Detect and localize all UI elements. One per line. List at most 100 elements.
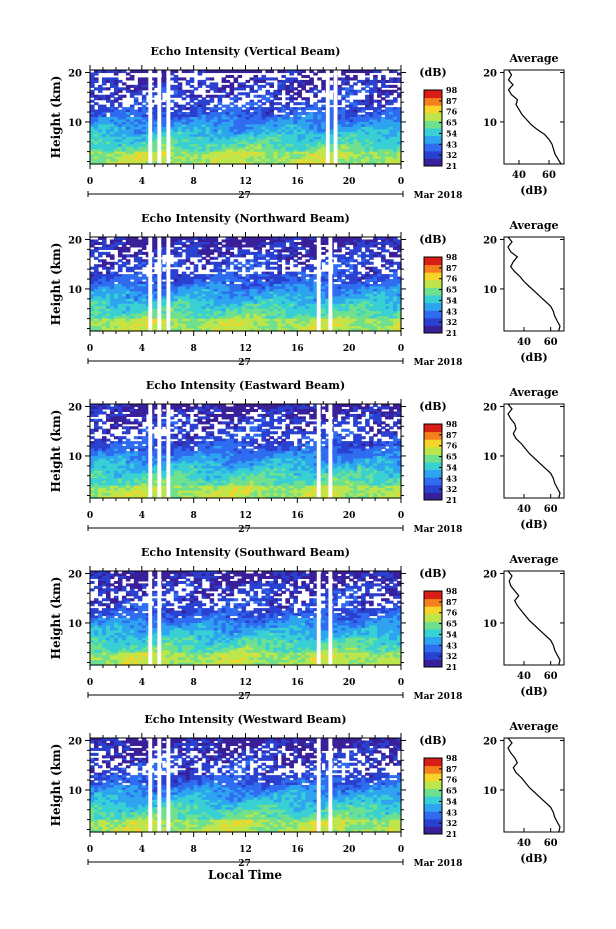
heatmap-cell (261, 303, 267, 307)
heatmap-cell (229, 126, 235, 130)
heatmap-cell (117, 149, 123, 153)
heatmap-cell (189, 254, 195, 258)
heatmap-cell (341, 286, 346, 290)
heatmap-cell (233, 316, 239, 320)
heatmap-cell (197, 296, 203, 300)
heatmap-cell (393, 107, 398, 111)
heatmap-cell (121, 156, 127, 160)
heatmap-cell (233, 131, 239, 135)
heatmap-cell (217, 274, 223, 278)
heatmap-cell (161, 249, 167, 253)
heatmap-cell (337, 89, 342, 93)
heatmap-cell (389, 154, 394, 158)
heatmap-cell (293, 293, 298, 297)
heatmap-cell (229, 102, 235, 106)
heatmap-cell (365, 249, 370, 253)
heatmap-cell (145, 156, 151, 160)
heatmap-cell (377, 251, 382, 255)
heatmap-cell (133, 129, 139, 133)
heatmap-cell (349, 264, 354, 268)
heatmap-cell (209, 126, 215, 130)
heatmap-cell (101, 141, 107, 145)
heatmap-cell (249, 104, 255, 108)
heatmap-cell (161, 109, 167, 113)
heatmap-cell (101, 77, 107, 81)
heatmap-cell (209, 301, 215, 305)
heatmap-cell (109, 313, 115, 317)
heatmap-cell (145, 318, 151, 322)
heatmap-cell (329, 129, 334, 133)
heatmap-cell (197, 141, 203, 145)
heatmap-cell (293, 288, 298, 293)
heatmap-cell (233, 286, 239, 290)
heatmap-cell (273, 237, 278, 241)
heatmap-cell (101, 279, 107, 283)
heatmap-cell (93, 124, 99, 128)
heatmap-cell (229, 284, 235, 288)
heatmap-cell (109, 151, 115, 155)
heatmap-cell (325, 291, 330, 295)
heatmap-cell (273, 288, 278, 293)
heatmap-cell (397, 154, 402, 158)
heatmap-cell (129, 316, 135, 320)
heatmap-cell (337, 146, 342, 150)
heatmap-cell (253, 254, 259, 258)
heatmap-cell (225, 249, 231, 253)
heatmap-cell (189, 124, 195, 128)
heatmap-cell (385, 274, 390, 278)
heatmap-cell (365, 84, 370, 88)
heatmap-cell (237, 82, 243, 86)
heatmap-cell (90, 84, 95, 88)
heatmap-cell (145, 131, 151, 135)
heatmap-cell (109, 141, 115, 145)
heatmap-cell (137, 82, 143, 86)
heatmap-cell (273, 306, 278, 310)
heatmap-cell (225, 149, 231, 153)
heatmap-cell (261, 94, 267, 98)
heatmap-cell (129, 286, 135, 290)
heatmap-cell (97, 311, 103, 315)
heatmap-cell (181, 308, 187, 312)
heatmap-cell (349, 77, 354, 81)
heatmap-cell (353, 264, 358, 268)
heatmap-cell (249, 141, 255, 145)
heatmap-cell (273, 244, 278, 248)
heatmap-cell (97, 87, 103, 91)
heatmap-cell (129, 77, 135, 81)
heatmap-cell (225, 261, 231, 265)
heatmap-cell (377, 89, 382, 93)
heatmap-cell (365, 144, 370, 148)
heatmap-cell (357, 311, 362, 315)
heatmap-cell (381, 136, 386, 140)
heatmap-cell (265, 288, 271, 293)
heatmap-cell (389, 146, 394, 150)
heatmap-cell (173, 271, 179, 275)
heatmap-cell (197, 99, 203, 103)
heatmap-cell (193, 146, 199, 150)
heatmap-cell (277, 274, 282, 278)
heatmap-cell (257, 264, 263, 268)
heatmap-cell (397, 156, 402, 160)
heatmap-cell (213, 286, 219, 290)
heatmap-cell (277, 134, 282, 138)
heatmap-cell (301, 84, 306, 88)
heatmap-cell (169, 244, 175, 248)
heatmap-cell (177, 291, 183, 295)
heatmap-cell (189, 141, 195, 145)
heatmap-cell (249, 117, 255, 121)
heatmap-cell (197, 249, 203, 253)
heatmap-cell (153, 308, 159, 312)
heatmap-cell (105, 244, 111, 248)
heatmap-cell (381, 306, 386, 310)
heatmap-cell (357, 284, 362, 288)
heatmap-cell (205, 149, 211, 153)
heatmap-cell (161, 291, 167, 295)
heatmap-cell (277, 303, 282, 307)
heatmap-cell (221, 296, 227, 300)
heatmap-cell (197, 84, 203, 88)
heatmap-cell (105, 121, 111, 126)
heatmap-cell (309, 284, 314, 288)
heatmap-cell (213, 241, 219, 246)
heatmap-cell (345, 82, 350, 86)
heatmap-cell (121, 141, 127, 145)
